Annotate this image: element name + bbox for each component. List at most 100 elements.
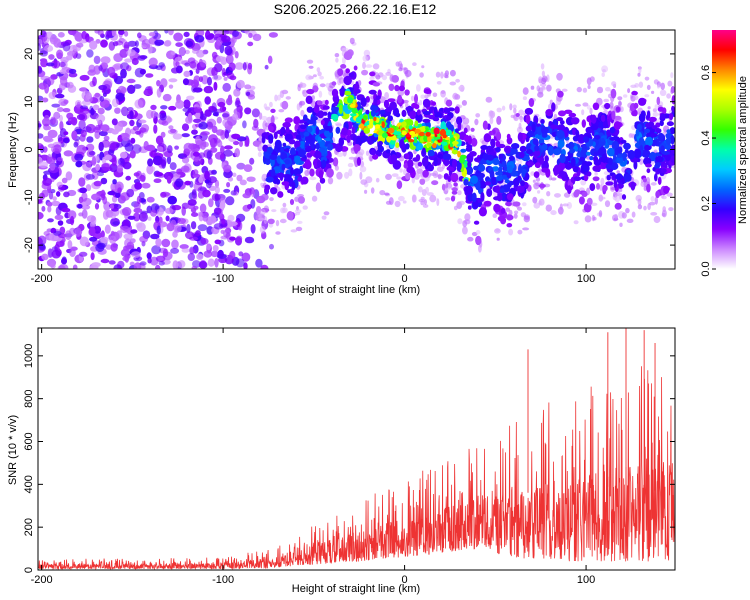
spectrogram-cell	[246, 176, 256, 182]
spectrogram-cell	[417, 143, 424, 151]
spectrogram-cell	[88, 64, 96, 73]
spectrogram-cell	[211, 125, 218, 134]
spectrogram-cell	[520, 180, 525, 187]
spectrogram-cell	[528, 98, 535, 107]
spectrogram-cell	[155, 172, 164, 177]
spectrogram-cell	[601, 72, 605, 77]
spectrogram-cell	[427, 164, 435, 172]
spectrogram-cell	[452, 92, 459, 100]
spectrogram-cell	[279, 90, 285, 98]
spectrogram-cell	[360, 135, 369, 142]
spectrogram-cell	[160, 191, 167, 198]
spectrogram-hotspot	[452, 140, 459, 145]
spectrogram-cell	[449, 81, 457, 86]
spectrogram-cell	[81, 201, 87, 209]
spectrogram-cell	[510, 114, 515, 119]
spectrogram-cell	[79, 105, 89, 110]
spectrogram-cell	[78, 177, 86, 187]
spectrogram-cell	[335, 123, 343, 127]
spectrogram-cell	[370, 149, 376, 156]
spectrogram-cell	[98, 130, 108, 137]
spectrogram-cell	[184, 180, 192, 186]
spectrogram-cell	[124, 30, 129, 37]
spectrogram-cell	[312, 74, 317, 78]
spectrogram-cell	[655, 155, 664, 163]
spectrogram-cell	[360, 160, 365, 168]
spectrogram-cell	[579, 156, 585, 162]
spectrogram-cell	[473, 220, 480, 225]
spectrogram-cell	[267, 218, 275, 225]
spectrogram-cell	[450, 195, 456, 202]
spectrogram-cell	[50, 116, 56, 126]
spectrogram-cell	[259, 225, 266, 234]
spectrogram-cell	[316, 67, 321, 73]
spectrogram-cell	[326, 168, 334, 178]
spectrogram-hotspot	[363, 127, 371, 134]
spectrogram-cell	[492, 213, 498, 218]
spectrogram-cell	[500, 207, 506, 214]
spectrogram-cell	[561, 88, 568, 92]
spectrogram-cell	[592, 102, 600, 111]
spectrogram-cell	[85, 184, 92, 192]
spectrogram-cell	[169, 162, 177, 171]
spectrogram-cell	[541, 143, 548, 151]
spectrogram-cell	[317, 71, 322, 77]
spectrogram-cell	[669, 127, 675, 135]
spectrogram-cell	[569, 148, 576, 154]
spectrogram-cell	[96, 172, 104, 177]
spectrogram-cell	[223, 145, 233, 150]
spectrogram-hotspot	[441, 141, 448, 146]
y-tick-label: 600	[23, 432, 35, 450]
spectrogram-cell	[74, 227, 82, 237]
spectrogram-cell	[152, 30, 159, 39]
spectrogram-cell	[90, 252, 95, 261]
spectrogram-cell	[478, 207, 487, 217]
spectrogram-cell	[411, 176, 415, 184]
y-tick-label: -20	[23, 237, 35, 253]
spectrogram-cell	[344, 171, 350, 179]
spectrogram-cell	[180, 165, 190, 173]
spectrogram-cell	[200, 59, 207, 68]
spectrogram-cell	[522, 96, 528, 101]
spectrogram-cell	[492, 157, 500, 166]
spectrogram-cell	[530, 85, 535, 90]
spectrogram-cell	[644, 122, 653, 128]
spectrogram-cell	[532, 196, 538, 204]
spectrogram-cell	[98, 84, 108, 91]
spectrogram-cell	[460, 87, 464, 92]
spectrogram-cell	[262, 144, 269, 152]
spectrogram-cell	[242, 192, 251, 199]
spectrogram-cell	[158, 216, 163, 224]
spectrogram-cell	[198, 211, 204, 222]
spectrogram-cell	[475, 113, 481, 118]
spectrogram-cell	[558, 110, 566, 117]
spectrogram-hotspot	[418, 131, 425, 137]
spectrogram-cell	[353, 88, 361, 94]
spectrogram-cell	[390, 139, 396, 145]
spectrogram-cell	[46, 125, 52, 131]
spectrogram-cell	[48, 91, 57, 100]
spectrogram-cell	[431, 101, 437, 106]
spectrogram-cell	[255, 206, 262, 215]
spectrogram-cell	[377, 145, 385, 153]
spectrogram-cell	[126, 78, 136, 84]
spectrogram-cell	[443, 72, 448, 79]
spectrogram-cell	[556, 117, 564, 122]
spectrogram-cell	[183, 99, 191, 109]
spectrogram-cell	[622, 151, 627, 162]
y-tick-label: -10	[23, 189, 35, 205]
spectrogram-cell	[76, 42, 84, 48]
spectrogram-cell	[175, 99, 185, 109]
spectrogram-cell	[474, 118, 479, 126]
spectrogram-cell	[651, 90, 655, 94]
spectrogram-cell	[290, 229, 298, 233]
spectrogram-cell	[166, 117, 173, 123]
spectrogram-cell	[383, 99, 390, 109]
spectrogram-hotspot	[435, 136, 441, 140]
spectrogram-cell	[606, 174, 611, 181]
spectrogram-cell	[424, 94, 429, 99]
spectrogram-cell	[212, 74, 222, 81]
spectrogram-cell	[586, 77, 592, 86]
spectrogram-cell	[385, 71, 392, 76]
